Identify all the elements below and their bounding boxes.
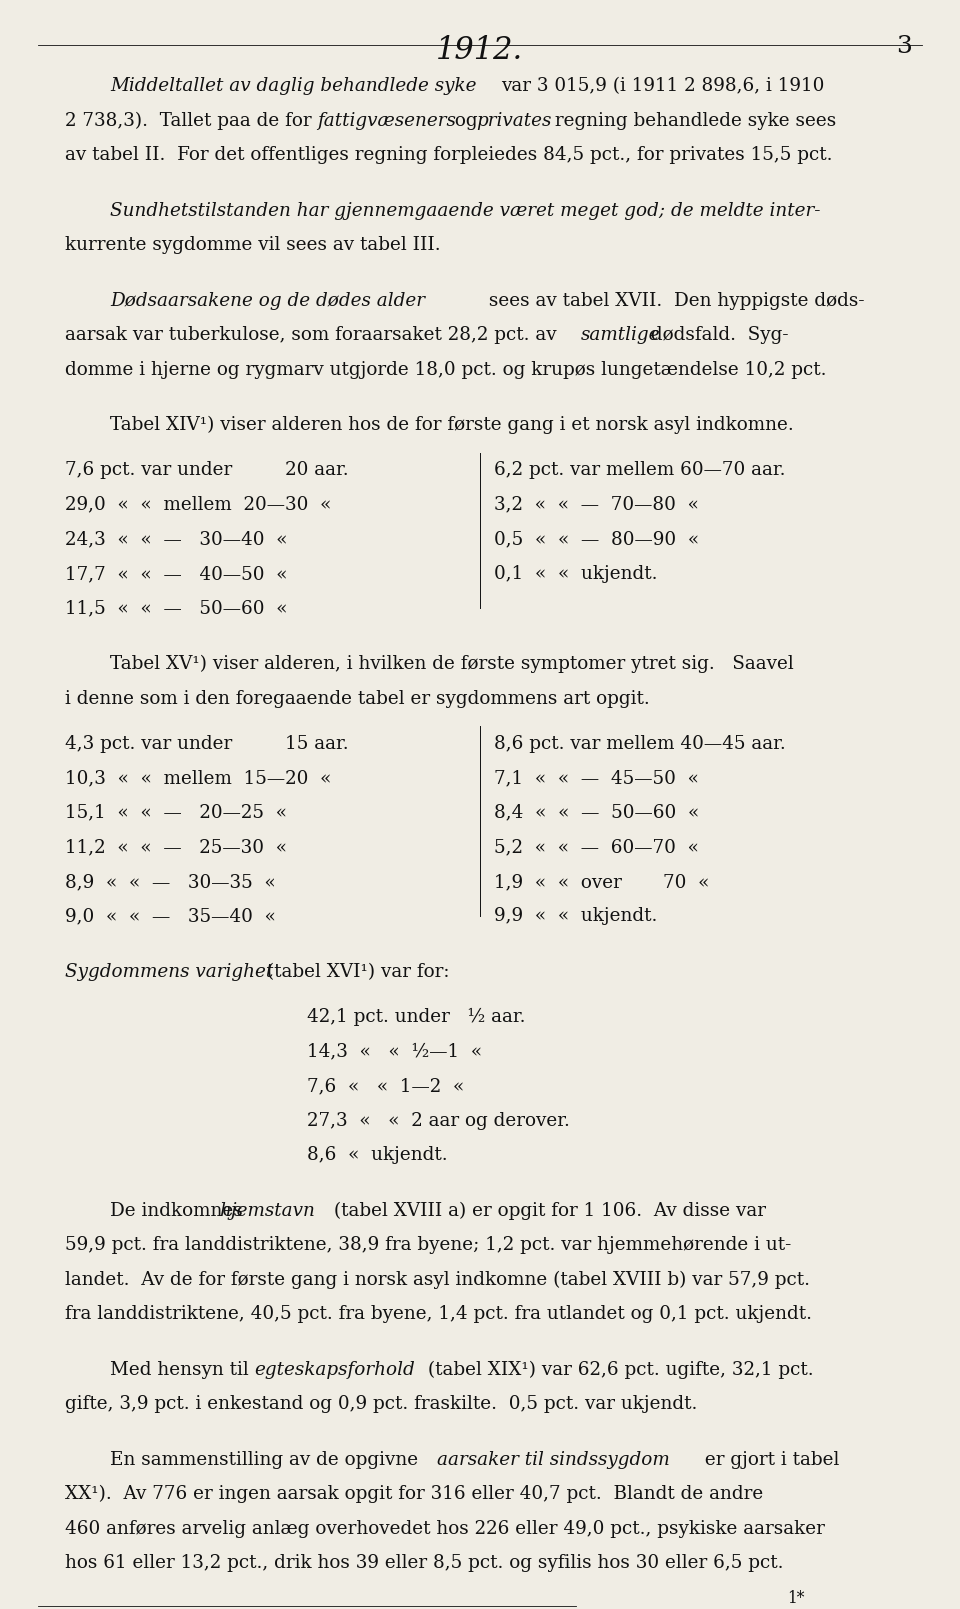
Text: aarsak var tuberkulose, som foraarsaket 28,2 pct. av: aarsak var tuberkulose, som foraarsaket …	[65, 327, 563, 344]
Text: dødsfald.  Syg-: dødsfald. Syg-	[645, 327, 788, 344]
Text: (tabel XIX¹) var 62,6 pct. ugifte, 32,1 pct.: (tabel XIX¹) var 62,6 pct. ugifte, 32,1 …	[422, 1361, 814, 1379]
Text: 1,9  «  «  over       70  «: 1,9 « « over 70 «	[494, 872, 709, 891]
Text: av tabel II.  For det offentliges regning forpleiedes 84,5 pct., for privates 15: av tabel II. For det offentliges regning…	[65, 146, 832, 164]
Text: 3,2  «  «  —  70—80  «: 3,2 « « — 70—80 «	[494, 496, 699, 513]
Text: 8,9  «  «  —   30—35  «: 8,9 « « — 30—35 «	[65, 872, 276, 891]
Text: 8,6 pct. var mellem 40—45 aar.: 8,6 pct. var mellem 40—45 aar.	[494, 734, 786, 753]
Text: Tabel XV¹) viser alderen, i hvilken de første symptomer ytret sig.   Saavel: Tabel XV¹) viser alderen, i hvilken de f…	[110, 655, 794, 673]
Text: hos 61 eller 13,2 pct., drik hos 39 eller 8,5 pct. og syfilis hos 30 eller 6,5 p: hos 61 eller 13,2 pct., drik hos 39 elle…	[65, 1554, 783, 1572]
Text: 14,3  «   «  ½—1  «: 14,3 « « ½—1 «	[307, 1043, 482, 1060]
Text: i denne som i den foregaaende tabel er sygdommens art opgit.: i denne som i den foregaaende tabel er s…	[65, 690, 650, 708]
Text: (tabel XVIII a) er opgit for 1 106.  Av disse var: (tabel XVIII a) er opgit for 1 106. Av d…	[328, 1202, 766, 1220]
Text: 7,1  «  «  —  45—50  «: 7,1 « « — 45—50 «	[494, 769, 699, 787]
Text: 15,1  «  «  —   20—25  «: 15,1 « « — 20—25 «	[65, 803, 287, 822]
Text: sees av tabel XVII.  Den hyppigste døds-: sees av tabel XVII. Den hyppigste døds-	[483, 291, 864, 309]
Text: 24,3  «  «  —   30—40  «: 24,3 « « — 30—40 «	[65, 531, 288, 549]
Text: 2 738,3).  Tallet paa de for: 2 738,3). Tallet paa de for	[65, 113, 318, 130]
Text: 42,1 pct. under   ½ aar.: 42,1 pct. under ½ aar.	[307, 1007, 526, 1027]
Text: gifte, 3,9 pct. i enkestand og 0,9 pct. fraskilte.  0,5 pct. var ukjendt.: gifte, 3,9 pct. i enkestand og 0,9 pct. …	[65, 1395, 698, 1413]
Text: 7,6 pct. var under         20 aar.: 7,6 pct. var under 20 aar.	[65, 462, 348, 479]
Text: 9,0  «  «  —   35—40  «: 9,0 « « — 35—40 «	[65, 907, 276, 925]
Text: 59,9 pct. fra landdistriktene, 38,9 fra byene; 1,2 pct. var hjemmehørende i ut-: 59,9 pct. fra landdistriktene, 38,9 fra …	[65, 1236, 792, 1253]
Text: var 3 015,9 (i 1911 2 898,6, i 1910: var 3 015,9 (i 1911 2 898,6, i 1910	[501, 77, 825, 95]
Text: samtlige: samtlige	[581, 327, 660, 344]
Text: hjemstavn: hjemstavn	[219, 1202, 315, 1220]
Text: fattigvæseners: fattigvæseners	[317, 113, 456, 130]
Text: 9,9  «  «  ukjendt.: 9,9 « « ukjendt.	[494, 907, 658, 925]
Text: egteskapsforhold: egteskapsforhold	[254, 1361, 415, 1379]
Text: privates: privates	[476, 113, 552, 130]
Text: aarsaker til sindssygdom: aarsaker til sindssygdom	[437, 1451, 669, 1469]
Text: 11,5  «  «  —   50—60  «: 11,5 « « — 50—60 «	[65, 600, 288, 618]
Text: 27,3  «   «  2 aar og derover.: 27,3 « « 2 aar og derover.	[307, 1112, 570, 1130]
Text: 0,1  «  «  ukjendt.: 0,1 « « ukjendt.	[494, 565, 658, 582]
Text: De indkomnes: De indkomnes	[110, 1202, 249, 1220]
Text: 1912.: 1912.	[437, 35, 523, 66]
Text: fra landdistriktene, 40,5 pct. fra byene, 1,4 pct. fra utlandet og 0,1 pct. ukje: fra landdistriktene, 40,5 pct. fra byene…	[65, 1305, 812, 1323]
Text: regning behandlede syke sees: regning behandlede syke sees	[549, 113, 836, 130]
Text: Sygdommens varighet: Sygdommens varighet	[65, 962, 274, 981]
Text: 8,6  «  ukjendt.: 8,6 « ukjendt.	[307, 1146, 447, 1165]
Text: Middeltallet av daglig behandlede syke: Middeltallet av daglig behandlede syke	[110, 77, 477, 95]
Text: 11,2  «  «  —   25—30  «: 11,2 « « — 25—30 «	[65, 838, 287, 856]
Text: 0,5  «  «  —  80—90  «: 0,5 « « — 80—90 «	[494, 531, 700, 549]
Text: landet.  Av de for første gang i norsk asyl indkomne (tabel XVIII b) var 57,9 pc: landet. Av de for første gang i norsk as…	[65, 1271, 810, 1289]
Text: 10,3  «  «  mellem  15—20  «: 10,3 « « mellem 15—20 «	[65, 769, 331, 787]
Text: 8,4  «  «  —  50—60  «: 8,4 « « — 50—60 «	[494, 803, 700, 822]
Text: Tabel XIV¹) viser alderen hos de for første gang i et norsk asyl indkomne.: Tabel XIV¹) viser alderen hos de for før…	[110, 417, 794, 434]
Text: 460 anføres arvelig anlæg overhovedet hos 226 eller 49,0 pct., psykiske aarsaker: 460 anføres arvelig anlæg overhovedet ho…	[65, 1521, 826, 1538]
Text: 4,3 pct. var under         15 aar.: 4,3 pct. var under 15 aar.	[65, 734, 348, 753]
Text: 5,2  «  «  —  60—70  «: 5,2 « « — 60—70 «	[494, 838, 699, 856]
Text: (tabel XVI¹) var for:: (tabel XVI¹) var for:	[261, 962, 449, 981]
Text: 1*: 1*	[787, 1590, 804, 1607]
Text: domme i hjerne og rygmarv utgjorde 18,0 pct. og krupøs lungetændelse 10,2 pct.: domme i hjerne og rygmarv utgjorde 18,0 …	[65, 360, 827, 378]
Text: 29,0  «  «  mellem  20—30  «: 29,0 « « mellem 20—30 «	[65, 496, 331, 513]
Text: 7,6  «   «  1—2  «: 7,6 « « 1—2 «	[307, 1076, 465, 1096]
Text: Sundhetstilstanden har gjennemgaaende været meget god; de meldte inter-: Sundhetstilstanden har gjennemgaaende væ…	[110, 201, 821, 220]
Text: Med hensyn til: Med hensyn til	[110, 1361, 255, 1379]
Text: er gjort i tabel: er gjort i tabel	[699, 1451, 839, 1469]
Text: En sammenstilling av de opgivne: En sammenstilling av de opgivne	[110, 1451, 424, 1469]
Text: Dødsaarsakene og de dødes alder: Dødsaarsakene og de dødes alder	[110, 291, 425, 309]
Text: 3: 3	[896, 35, 912, 58]
Text: kurrente sygdomme vil sees av tabel III.: kurrente sygdomme vil sees av tabel III.	[65, 237, 441, 254]
Text: 6,2 pct. var mellem 60—70 aar.: 6,2 pct. var mellem 60—70 aar.	[494, 462, 786, 479]
Text: XX¹).  Av 776 er ingen aarsak opgit for 316 eller 40,7 pct.  Blandt de andre: XX¹). Av 776 er ingen aarsak opgit for 3…	[65, 1485, 763, 1503]
Text: 17,7  «  «  —   40—50  «: 17,7 « « — 40—50 «	[65, 565, 288, 582]
Text: og: og	[449, 113, 484, 130]
